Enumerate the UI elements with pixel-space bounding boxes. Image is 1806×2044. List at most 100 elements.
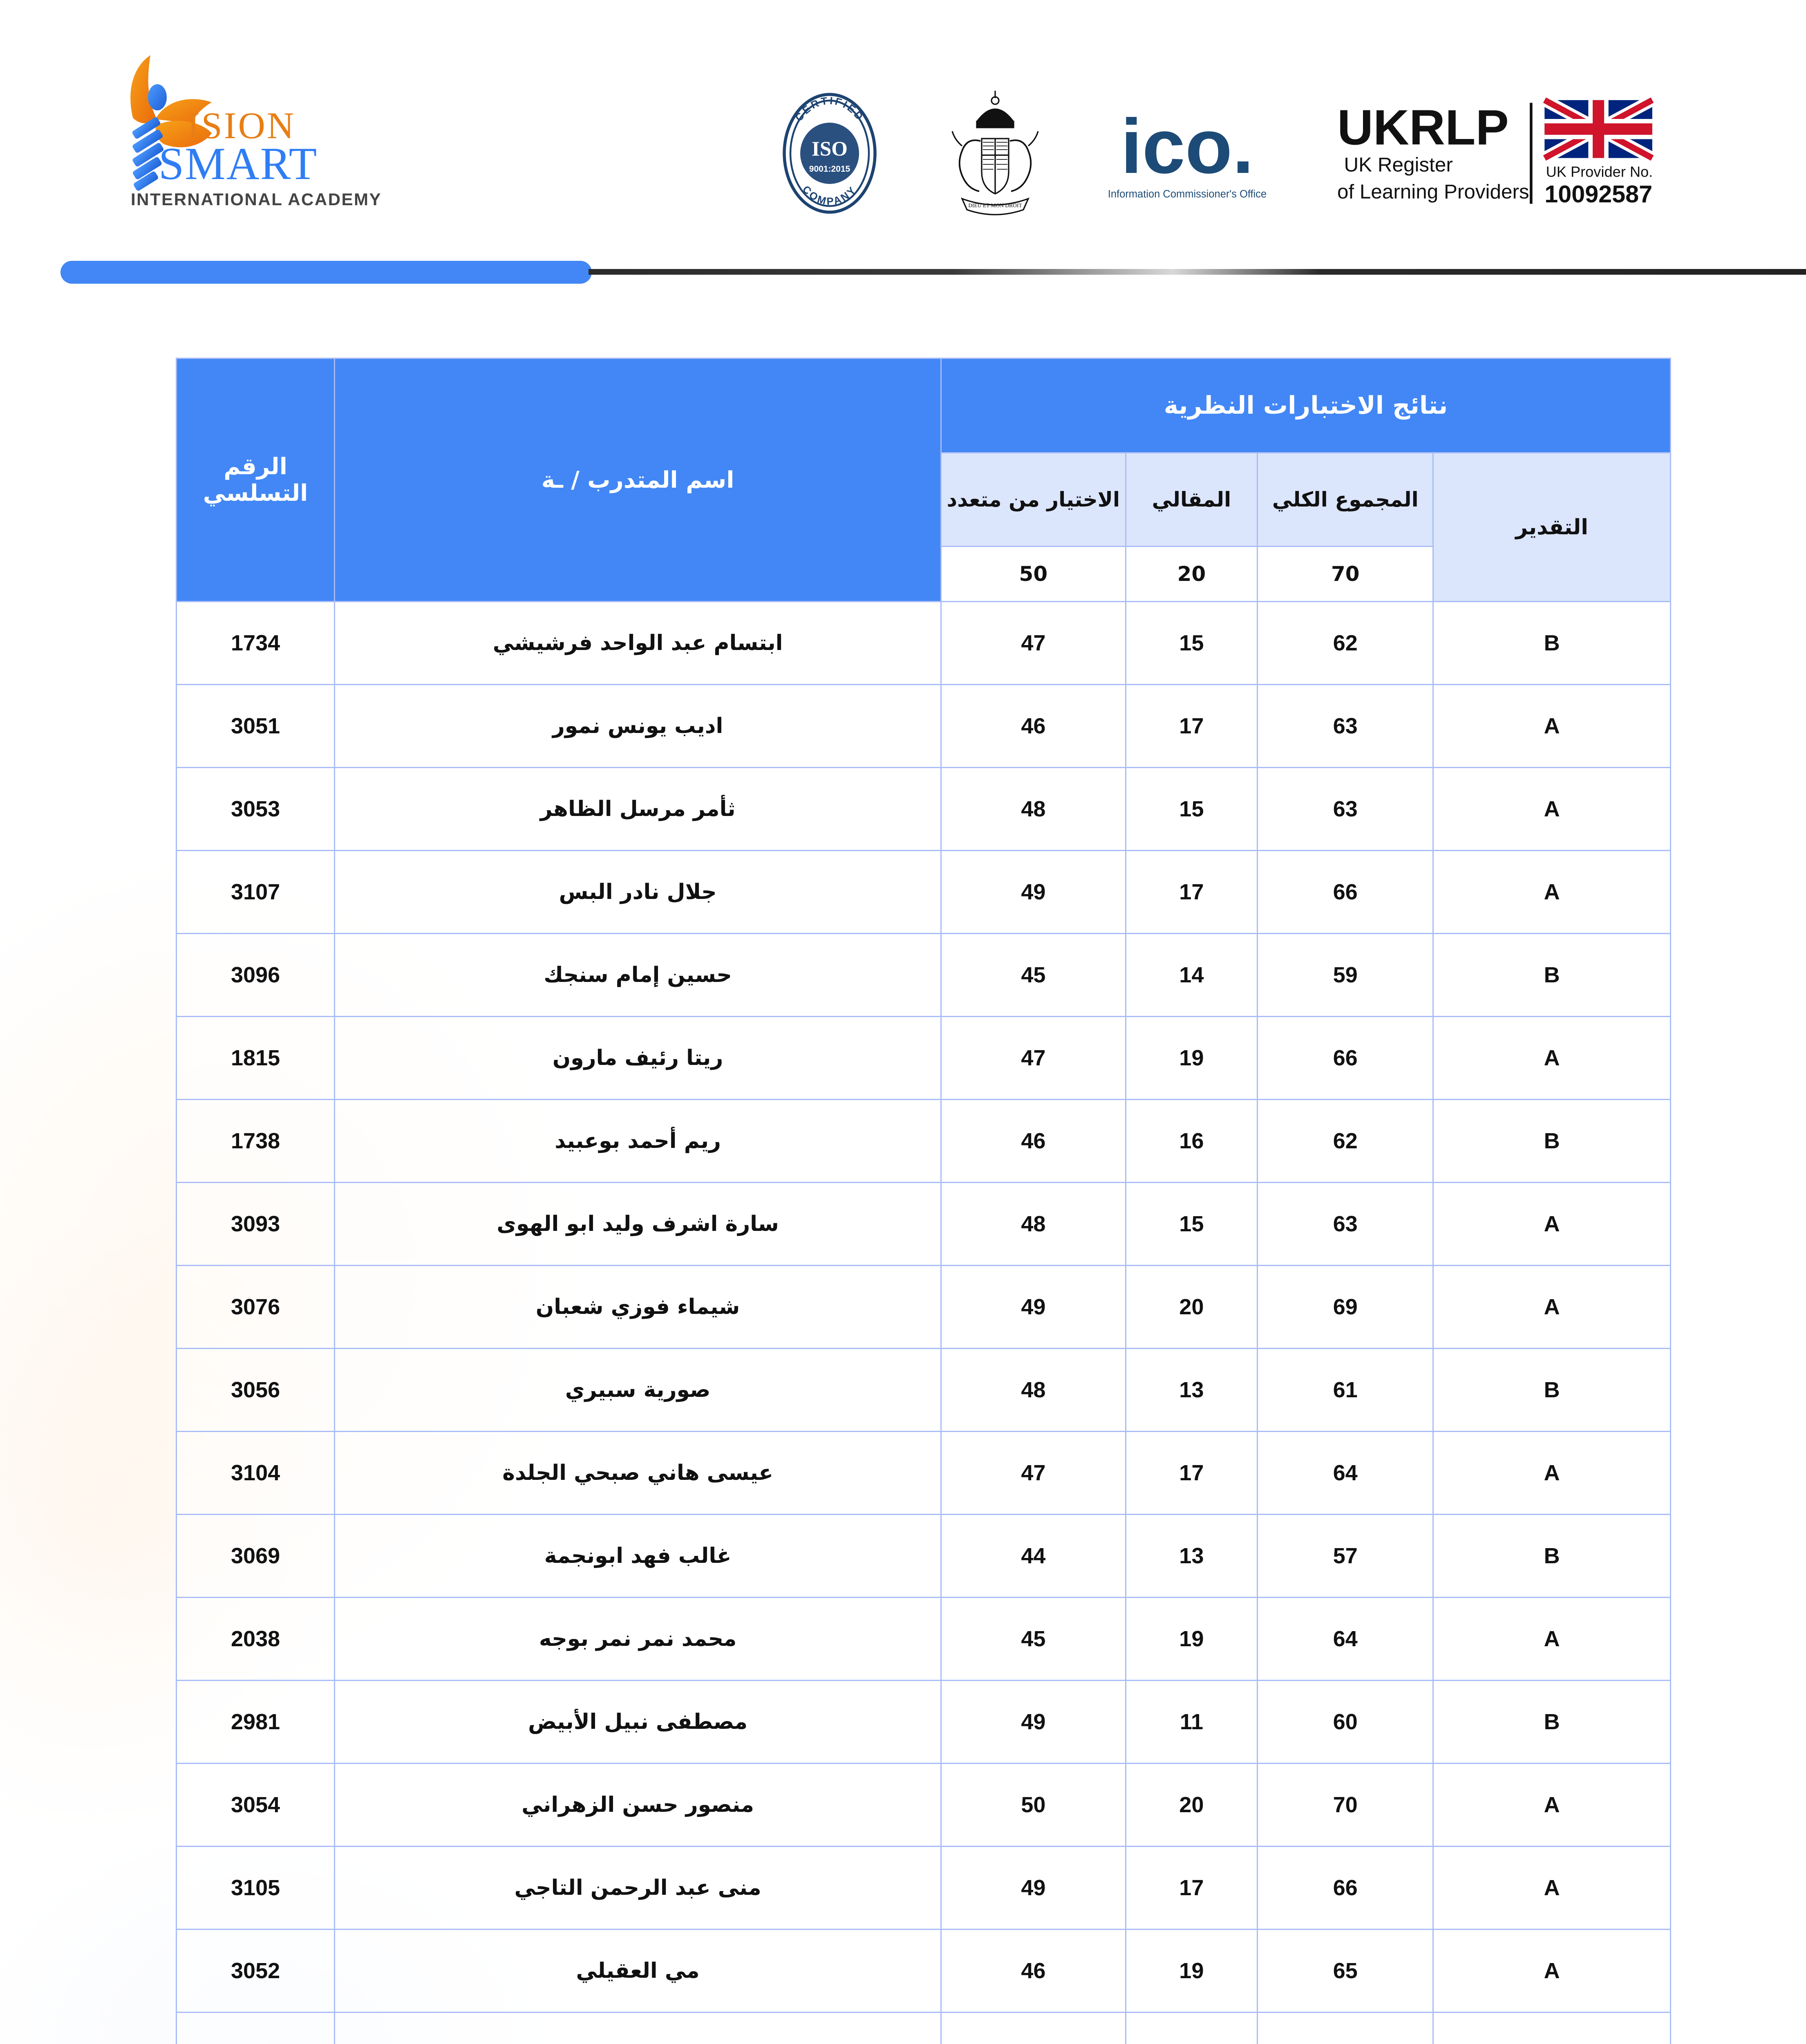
svg-text:ISO: ISO (812, 138, 848, 161)
row-total: 66 (1257, 1016, 1434, 1100)
row-essay: 17 (1125, 1431, 1258, 1515)
table-row: A 63 17 46 اديب يونس نمور 3051 (175, 684, 1671, 768)
row-trainee-name: ريتا رئيف مارون (334, 1016, 942, 1100)
row-mcq: 47 (940, 1016, 1126, 1100)
row-grade: A (1432, 1763, 1671, 1847)
row-mcq: 49 (940, 850, 1126, 934)
row-grade: A (1432, 1431, 1671, 1515)
ukrlp-provider-number-text: 10092587 (1544, 180, 1652, 208)
row-trainee-name: ابتسام عبد الواحد فرشيشي (334, 601, 942, 685)
row-serial: 3052 (175, 1929, 336, 2013)
row-serial: 3107 (175, 850, 336, 934)
row-trainee-name: صورية سبيري (334, 1348, 942, 1432)
row-essay: 20 (1125, 1763, 1258, 1847)
row-essay: 17 (1125, 850, 1258, 934)
row-mcq: 49 (940, 1265, 1126, 1349)
table-row: A 66 17 49 جلال نادر البس 3107 (175, 850, 1671, 934)
row-total: 63 (1257, 1182, 1434, 1266)
logo-smart-text: SMART (159, 139, 318, 189)
results-title: نتائج الاختبارات النظرية (940, 358, 1671, 453)
table-row: B 57 13 44 غالب فهد ابونجمة 3069 (175, 1514, 1671, 1598)
row-essay: 15 (1125, 1182, 1258, 1266)
row-total: 66 (1257, 850, 1434, 934)
row-grade: B (1432, 2012, 1671, 2044)
row-serial: 3093 (175, 1182, 336, 1266)
row-essay: 13 (1125, 2012, 1258, 2044)
row-essay: 11 (1125, 1680, 1258, 1764)
row-grade: B (1432, 1680, 1671, 1764)
header-total: المجموع الكلي (1257, 452, 1434, 547)
row-grade: A (1432, 1016, 1671, 1100)
max-essay: 20 (1125, 546, 1258, 602)
row-total: 62 (1257, 601, 1434, 685)
document-header: ISION SMART INTERNATIONAL ACADEMY ISO 90… (0, 0, 1806, 253)
ukrlp-provider-label-text: UK Provider No. (1546, 164, 1653, 180)
table-row: A 69 20 49 شيماء فوزي شعبان 3076 (175, 1265, 1671, 1349)
table-row: B 61 13 48 صورية سبيري 3056 (175, 1348, 1671, 1432)
row-essay: 14 (1125, 933, 1258, 1017)
ukrlp-badge: UKRLP UK Register of Learning Providers … (1312, 96, 1729, 211)
table-row: B 59 14 45 حسين إمام سنجك 3096 (175, 933, 1671, 1017)
row-trainee-name: سارة اشرف وليد ابو الهوى (334, 1182, 942, 1266)
row-grade: A (1432, 850, 1671, 934)
row-mcq: 46 (940, 1099, 1126, 1183)
row-serial: 3056 (175, 1348, 336, 1432)
row-grade: A (1432, 1265, 1671, 1349)
royal-crest-badge: DIEU ET MON DROIT (928, 86, 1063, 221)
row-total: 65 (1257, 1929, 1434, 2013)
row-essay: 15 (1125, 767, 1258, 851)
academy-logo: ISION SMART INTERNATIONAL ACADEMY (94, 49, 413, 225)
table-head: نتائج الاختبارات النظرية اسم المتدرب / ـ… (175, 358, 1671, 602)
table-row: A 70 20 50 منصور حسن الزهراني 3054 (175, 1763, 1671, 1847)
row-total: 59 (1257, 2012, 1434, 2044)
row-grade: A (1432, 1846, 1671, 1930)
row-total: 63 (1257, 767, 1434, 851)
row-mcq: 49 (940, 1846, 1126, 1930)
row-total: 60 (1257, 1680, 1434, 1764)
table-row: B 62 16 46 ريم أحمد بوعبيد 1738 (175, 1099, 1671, 1183)
row-total: 62 (1257, 1099, 1434, 1183)
ukrlp-logo-text: UKRLP (1337, 100, 1509, 155)
row-mcq: 44 (940, 1514, 1126, 1598)
row-trainee-name: حسين إمام سنجك (334, 933, 942, 1017)
iso-certified-badge: ISO 9001:2015 CERTIFIED COMPANY (768, 92, 891, 215)
row-trainee-name: ريم أحمد بوعبيد (334, 1099, 942, 1183)
row-serial: 3051 (175, 684, 336, 768)
ico-badge: ico. Information Commissioner's Office (1099, 92, 1275, 215)
row-essay: 16 (1125, 1099, 1258, 1183)
row-serial: 1815 (175, 1016, 336, 1100)
row-trainee-name: عيسى هاني صبحي الجلدة (334, 1431, 942, 1515)
table-header-maxmarks-row: 70 20 50 (177, 546, 1671, 602)
row-grade: A (1432, 1929, 1671, 2013)
row-grade: A (1432, 767, 1671, 851)
ukrlp-line1-text: UK Register (1344, 153, 1452, 176)
svg-text:CERTIFIED: CERTIFIED (793, 95, 866, 124)
row-mcq: 46 (940, 2012, 1126, 2044)
row-serial: 3053 (175, 767, 336, 851)
row-mcq: 45 (940, 1597, 1126, 1681)
crest-motto-text: DIEU ET MON DROIT (968, 202, 1022, 208)
row-trainee-name: محمد نمر نمر بوجه (334, 1597, 942, 1681)
row-mcq: 48 (940, 767, 1126, 851)
table-header-title-row: نتائج الاختبارات النظرية اسم المتدرب / ـ… (175, 358, 1671, 602)
row-mcq: 46 (940, 684, 1126, 768)
row-serial: 3156 (175, 2012, 336, 2044)
ico-logo-text: ico. (1121, 103, 1254, 190)
results-table-container: نتائج الاختبارات النظرية اسم المتدرب / ـ… (0, 358, 1806, 2044)
ukrlp-line2-text: of Learning Providers (1337, 180, 1529, 203)
row-serial: 2981 (175, 1680, 336, 1764)
row-serial: 2038 (175, 1597, 336, 1681)
table-row: A 66 17 49 منى عبد الرحمن التاجي 3105 (175, 1846, 1671, 1930)
divider-blue-bar (60, 261, 592, 284)
row-essay: 19 (1125, 1929, 1258, 2013)
row-total: 64 (1257, 1431, 1434, 1515)
header-trainee-name: اسم المتدرب / ـة (334, 358, 942, 602)
table-row: B591346نهاد سالم3156 (175, 2012, 1671, 2044)
row-serial: 3104 (175, 1431, 336, 1515)
row-serial: 3096 (175, 933, 336, 1017)
row-mcq: 47 (940, 601, 1126, 685)
row-essay: 17 (1125, 684, 1258, 768)
row-grade: B (1432, 601, 1671, 685)
row-grade: A (1432, 684, 1671, 768)
row-serial: 1734 (175, 601, 336, 685)
